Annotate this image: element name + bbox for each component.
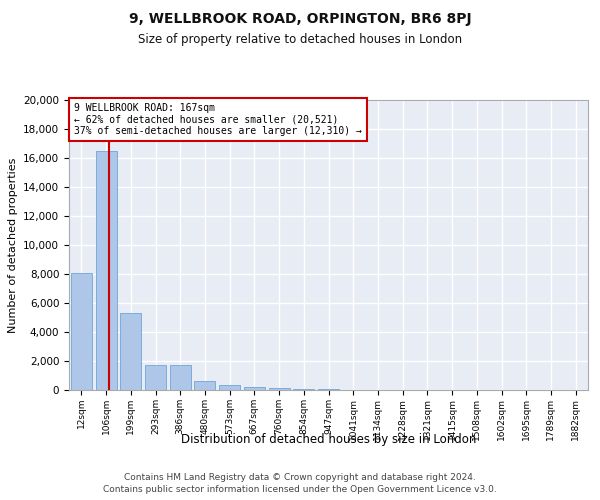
Text: Contains public sector information licensed under the Open Government Licence v3: Contains public sector information licen… bbox=[103, 485, 497, 494]
Bar bbox=[293, 388, 314, 390]
Bar bbox=[120, 313, 141, 390]
Text: Distribution of detached houses by size in London: Distribution of detached houses by size … bbox=[181, 432, 476, 446]
Y-axis label: Number of detached properties: Number of detached properties bbox=[8, 158, 17, 332]
Bar bbox=[170, 364, 191, 390]
Bar bbox=[244, 387, 265, 390]
Bar bbox=[145, 364, 166, 390]
Text: 9 WELLBROOK ROAD: 167sqm
← 62% of detached houses are smaller (20,521)
37% of se: 9 WELLBROOK ROAD: 167sqm ← 62% of detach… bbox=[74, 103, 362, 136]
Text: 9, WELLBROOK ROAD, ORPINGTON, BR6 8PJ: 9, WELLBROOK ROAD, ORPINGTON, BR6 8PJ bbox=[128, 12, 472, 26]
Bar bbox=[194, 380, 215, 390]
Bar bbox=[95, 151, 116, 390]
Text: Size of property relative to detached houses in London: Size of property relative to detached ho… bbox=[138, 32, 462, 46]
Bar bbox=[71, 272, 92, 390]
Bar bbox=[269, 388, 290, 390]
Text: Contains HM Land Registry data © Crown copyright and database right 2024.: Contains HM Land Registry data © Crown c… bbox=[124, 472, 476, 482]
Bar bbox=[219, 385, 240, 390]
